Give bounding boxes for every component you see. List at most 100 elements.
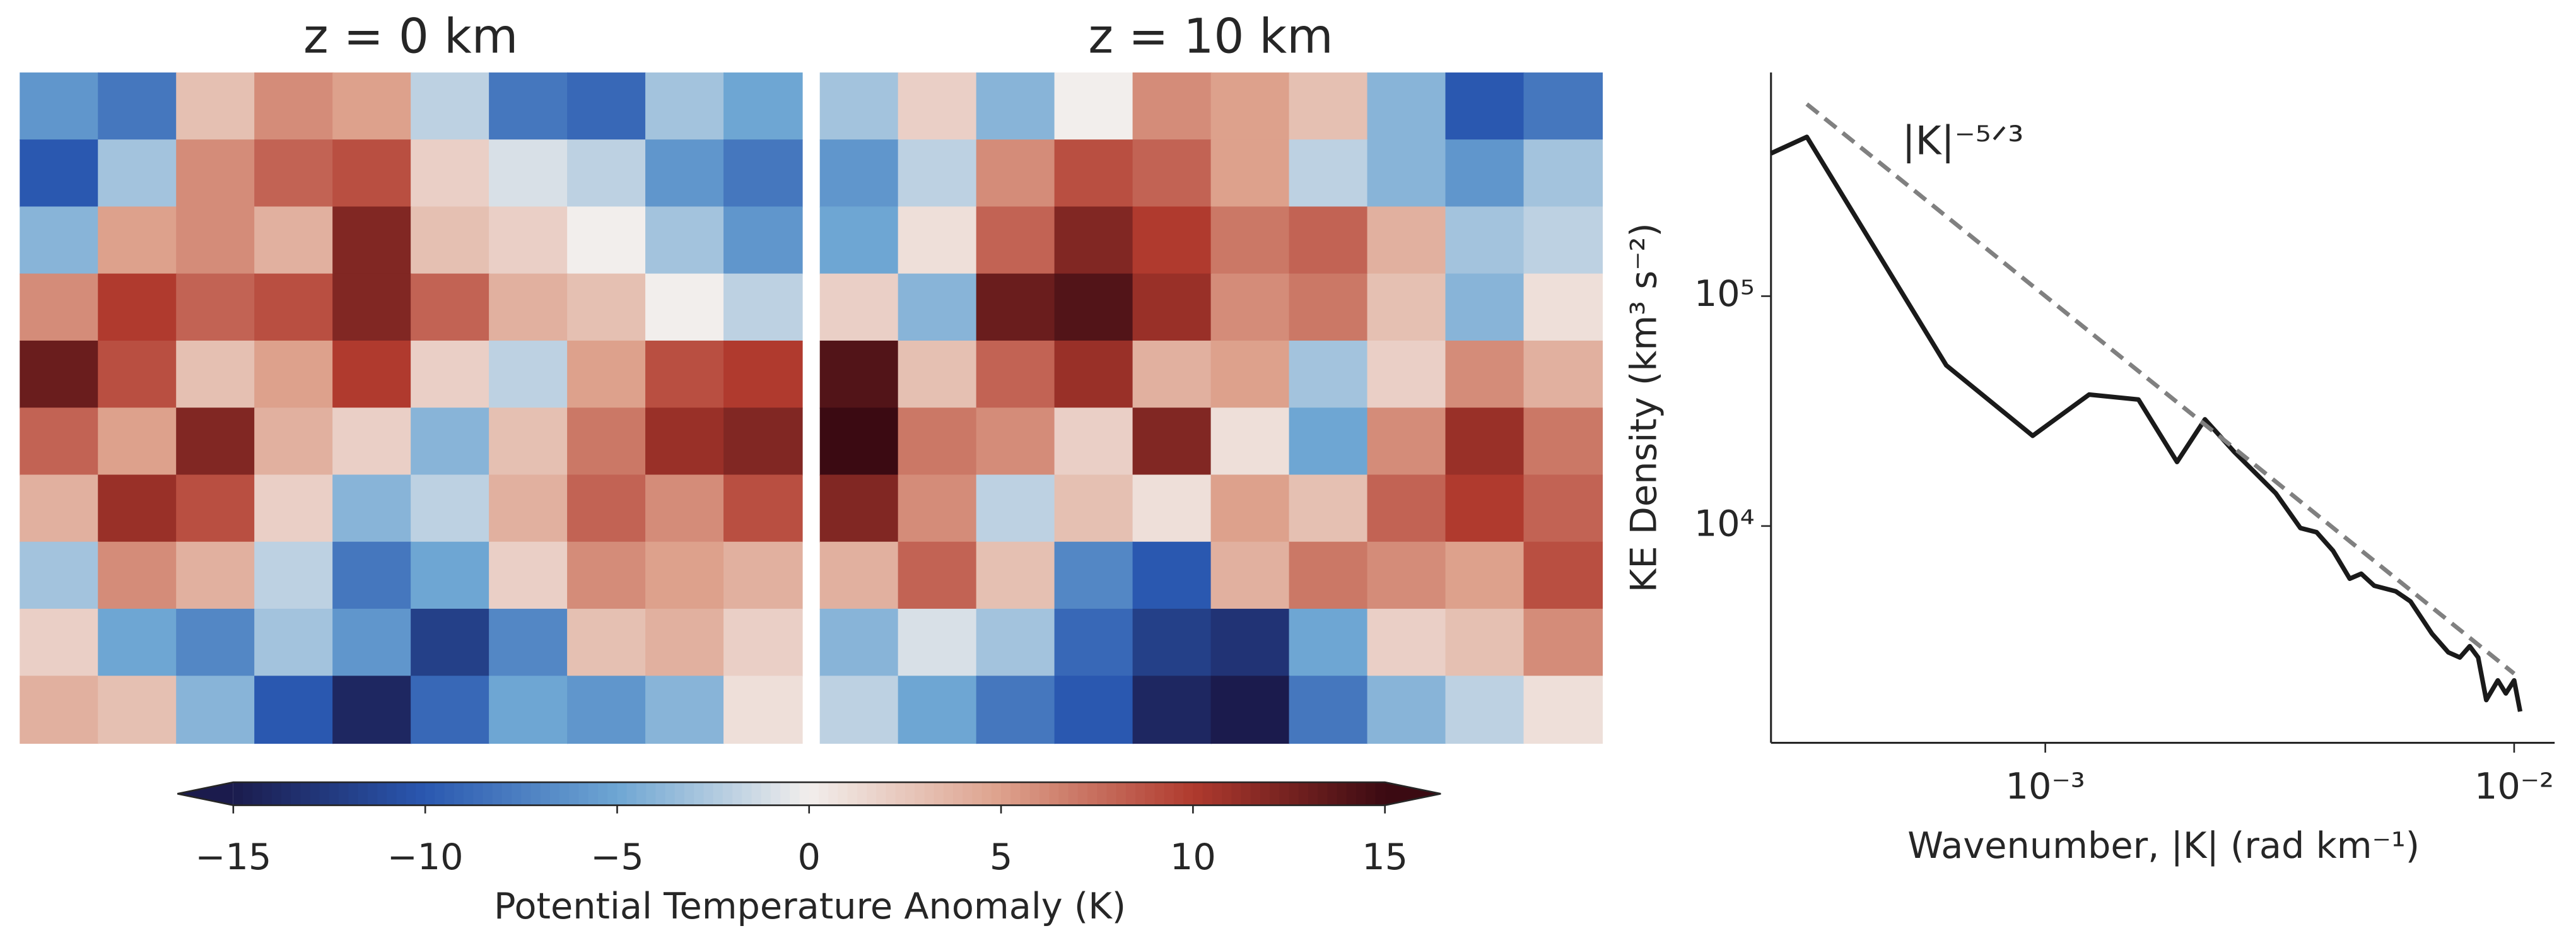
heatmap-cell xyxy=(819,340,899,409)
heatmap-cell xyxy=(332,408,412,476)
heatmap-cell xyxy=(645,72,725,141)
heatmap-cell xyxy=(176,474,255,543)
heatmap-cell xyxy=(976,72,1056,141)
colorbar-segment xyxy=(895,782,906,806)
heatmap-cell xyxy=(567,609,647,677)
heatmap-cell xyxy=(898,474,978,543)
colorbar-segment xyxy=(1087,782,1098,806)
colorbar-segment xyxy=(1231,782,1242,806)
heatmap-cell xyxy=(819,541,899,610)
heatmap-cell xyxy=(1445,474,1525,543)
colorbar-segment xyxy=(607,782,618,806)
heatmap-cell xyxy=(411,273,490,342)
colorbar-segment xyxy=(1212,782,1223,806)
heatmap-cell xyxy=(20,273,99,342)
colorbar-segment xyxy=(396,782,407,806)
heatmap-cell xyxy=(411,206,490,275)
heatmap-cell xyxy=(898,676,978,744)
colorbar-segment xyxy=(722,782,734,806)
heatmap-cell xyxy=(332,139,412,208)
heatmap-cell xyxy=(567,72,647,141)
colorbar-segment xyxy=(521,782,532,806)
colorbar-segment xyxy=(1366,782,1376,806)
colorbar-segment xyxy=(569,782,580,806)
colorbar-segment xyxy=(742,782,752,806)
heatmap-cell xyxy=(332,72,412,141)
heatmap-cell xyxy=(1289,676,1369,744)
x-tick-label: 10⁻² xyxy=(2474,765,2554,807)
colorbar-segment xyxy=(655,782,666,806)
heatmap-cell xyxy=(1289,541,1369,610)
colorbar-segment xyxy=(492,782,503,806)
colorbar-segment xyxy=(713,782,724,806)
heatmap-cell xyxy=(567,676,647,744)
colorbar-segment xyxy=(425,782,436,806)
heatmap-cell xyxy=(1289,206,1369,275)
heatmap-cell xyxy=(567,408,647,476)
heatmap-cell xyxy=(20,206,99,275)
x-tick-label: 10⁻³ xyxy=(2006,765,2085,807)
colorbar-segment xyxy=(963,782,973,806)
colorbar-segment xyxy=(271,782,283,806)
colorbar-segment xyxy=(300,782,311,806)
heatmap-cell xyxy=(20,609,99,677)
heatmap-cell xyxy=(332,474,412,543)
colorbar-segment xyxy=(934,782,945,806)
heatmap-cell xyxy=(489,541,568,610)
heatmap-cell xyxy=(976,408,1056,476)
colorbar-segment xyxy=(924,782,935,806)
heatmap-cell xyxy=(176,676,255,744)
heatmap-cell xyxy=(645,609,725,677)
heatmap-cell xyxy=(898,541,978,610)
colorbar-segment xyxy=(799,782,811,806)
heatmap-cell xyxy=(411,541,490,610)
heatmap-cell xyxy=(1445,541,1525,610)
colorbar-segment xyxy=(703,782,714,806)
heatmap-cell xyxy=(723,676,803,744)
heatmap-cell xyxy=(976,206,1056,275)
heatmap-cell xyxy=(723,340,803,409)
heatmap-cell xyxy=(819,72,899,141)
heatmap-cell xyxy=(254,609,334,677)
heatmap-cell xyxy=(976,609,1056,677)
heatmap-cell xyxy=(20,139,99,208)
heatmap-cell xyxy=(898,206,978,275)
heatmap-cell xyxy=(645,206,725,275)
heatmap-cell xyxy=(254,541,334,610)
colorbar-segment xyxy=(1346,782,1357,806)
heatmap-cell xyxy=(1210,408,1291,476)
colorbar-tick-label: 0 xyxy=(798,836,821,878)
heatmap-cell xyxy=(567,541,647,610)
colorbar-segment xyxy=(952,782,964,806)
heatmap-cell xyxy=(723,541,803,610)
heatmap-cell xyxy=(1132,340,1212,409)
heatmap-cell xyxy=(1367,676,1447,744)
heatmap-cell xyxy=(176,273,255,342)
heatmap-cell xyxy=(1054,474,1134,543)
y-axis-label: KE Density (km³ s⁻²) xyxy=(1622,223,1665,592)
heatmap-cell xyxy=(1210,206,1291,275)
panel-title: z = 0 km xyxy=(303,8,518,64)
colorbar-segment xyxy=(1164,782,1175,806)
colorbar-segment xyxy=(233,782,244,806)
heatmap-cell xyxy=(254,72,334,141)
colorbar-segment xyxy=(559,782,570,806)
heatmap-cell xyxy=(819,206,899,275)
heatmap-cell xyxy=(898,139,978,208)
heatmap-cell xyxy=(98,408,177,476)
colorbar-segment xyxy=(972,782,983,806)
colorbar-segment xyxy=(694,782,705,806)
heatmap-cell xyxy=(98,340,177,409)
heatmap-cell xyxy=(898,408,978,476)
heatmap-cell xyxy=(1132,609,1212,677)
heatmap-cell xyxy=(411,676,490,744)
colorbar-segment xyxy=(1173,782,1185,806)
heatmap-cell xyxy=(20,408,99,476)
colorbar-segment xyxy=(684,782,695,806)
heatmap-cell xyxy=(1523,139,1603,208)
colorbar-segment xyxy=(751,782,762,806)
heatmap-cell xyxy=(1210,72,1291,141)
heatmap-cell xyxy=(1210,609,1291,677)
heatmap-cell xyxy=(98,609,177,677)
